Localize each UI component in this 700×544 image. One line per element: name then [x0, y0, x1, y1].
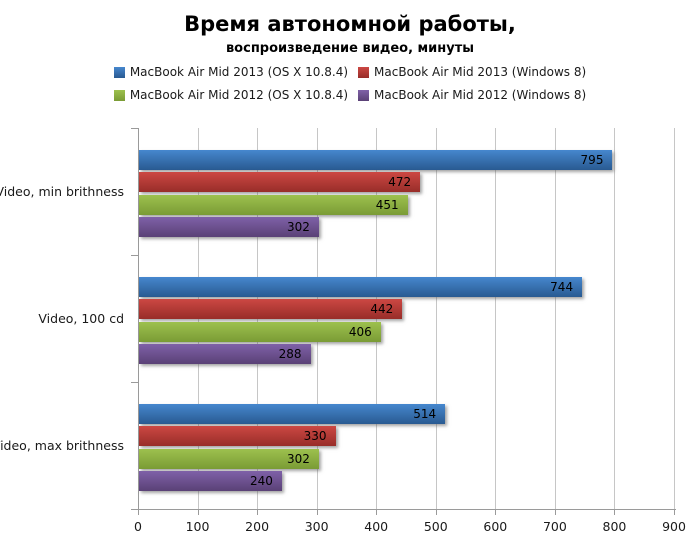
- bar-value-label: 795: [580, 152, 604, 167]
- x-axis-tick: [614, 509, 616, 515]
- bar-value-label: 744: [550, 279, 574, 294]
- category-label: Video, min brithness: [0, 184, 124, 199]
- y-axis: [138, 128, 139, 510]
- bar: 451: [139, 194, 408, 215]
- x-axis-tick: [554, 509, 556, 515]
- bar: 302: [139, 217, 319, 237]
- legend-label: MacBook Air Mid 2013 (Windows 8): [374, 65, 587, 79]
- y-axis-tick: [131, 382, 138, 383]
- x-axis-tick: [316, 509, 318, 515]
- legend-swatch-icon: [358, 66, 370, 78]
- x-tick-label: 800: [602, 519, 627, 534]
- bar: 442: [139, 299, 403, 319]
- bar: 795: [139, 149, 613, 170]
- legend-swatch-icon: [113, 66, 125, 78]
- bar: 514: [139, 403, 446, 424]
- gridline: [614, 128, 616, 509]
- category-label: Video, max brithness: [0, 438, 124, 453]
- gridline: [435, 128, 437, 509]
- bar-value-label: 302: [286, 451, 310, 466]
- x-tick-label: 900: [662, 519, 686, 534]
- x-axis-tick: [257, 509, 259, 515]
- legend-item: MacBook Air Mid 2012 (OS X 10.8.4): [113, 88, 349, 102]
- bar: 240: [139, 471, 282, 491]
- legend-item: MacBook Air Mid 2012 (Windows 8): [358, 88, 586, 102]
- bar-value-label: 240: [250, 474, 273, 488]
- legend-swatch-icon: [358, 89, 370, 101]
- x-axis: [131, 509, 676, 510]
- x-axis-tick: [435, 509, 437, 515]
- y-axis-tick: [131, 255, 138, 256]
- chart-subtitle: воспроизведение видео, минуты: [225, 41, 475, 56]
- bar-value-label: 288: [278, 347, 302, 361]
- bar: 288: [139, 344, 311, 364]
- x-tick-label: 600: [483, 519, 508, 534]
- legend-label: MacBook Air Mid 2012 (Windows 8): [374, 88, 587, 102]
- category-label: Video, 100 cd: [38, 311, 124, 326]
- x-axis-tick: [138, 509, 139, 515]
- bar-value-label: 406: [348, 324, 372, 339]
- bar: 330: [139, 426, 336, 446]
- bar: 406: [139, 321, 381, 342]
- bar-value-label: 302: [286, 220, 310, 234]
- x-axis-tick: [495, 509, 497, 515]
- y-axis-tick: [131, 509, 138, 510]
- bar-value-label: 514: [413, 406, 437, 421]
- legend-item: MacBook Air Mid 2013 (Windows 8): [358, 65, 586, 79]
- legend-swatch-icon: [113, 89, 125, 101]
- bar: 744: [139, 276, 583, 297]
- x-tick-label: 100: [185, 519, 210, 534]
- legend-label: MacBook Air Mid 2013 (OS X 10.8.4): [129, 65, 349, 79]
- x-tick-label: 700: [542, 519, 567, 534]
- gridline: [495, 128, 497, 509]
- x-tick-label: 400: [364, 519, 389, 534]
- x-tick-label: 300: [304, 519, 329, 534]
- legend: MacBook Air Mid 2013 (OS X 10.8.4) MacBoo…: [0, 65, 700, 102]
- x-axis-tick: [674, 509, 675, 515]
- legend-label: MacBook Air Mid 2012 (OS X 10.8.4): [129, 88, 349, 102]
- x-axis-tick: [197, 509, 199, 515]
- x-tick-label: 200: [245, 519, 270, 534]
- bar: 472: [139, 172, 421, 192]
- bar-value-label: 330: [303, 429, 327, 443]
- gridline: [674, 128, 675, 509]
- x-tick-label: 0: [134, 519, 142, 534]
- x-axis-tick: [376, 509, 378, 515]
- bar: 302: [139, 448, 319, 469]
- legend-item: MacBook Air Mid 2013 (OS X 10.8.4): [113, 65, 349, 79]
- bar-value-label: 451: [375, 197, 399, 212]
- chart-title: Время автономной работы,: [184, 12, 516, 36]
- x-tick-label: 500: [423, 519, 448, 534]
- gridline: [554, 128, 556, 509]
- legend-row: MacBook Air Mid 2012 (OS X 10.8.4) MacBoo…: [113, 88, 586, 102]
- bar-value-label: 472: [388, 175, 412, 189]
- legend-row: MacBook Air Mid 2013 (OS X 10.8.4) MacBoo…: [113, 65, 586, 79]
- y-axis-tick: [131, 128, 138, 129]
- bar-value-label: 442: [370, 302, 394, 316]
